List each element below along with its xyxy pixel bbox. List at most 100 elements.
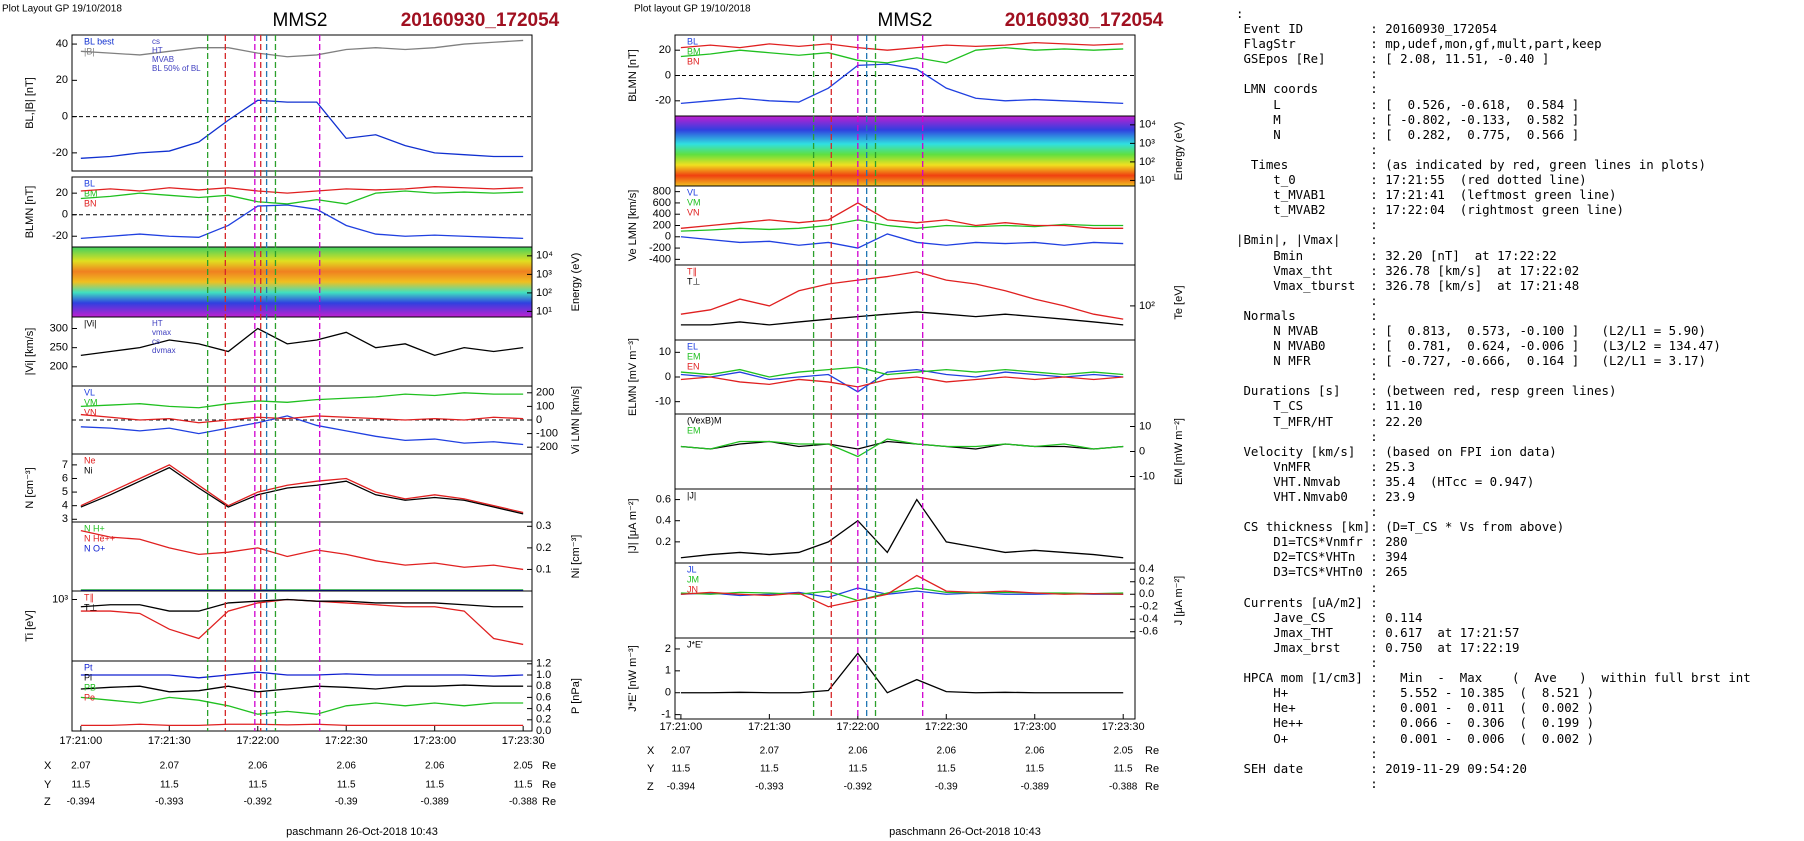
legend-label: EN [687,361,700,371]
panel-frame [71,521,533,592]
y-tick-label: -10 [1139,470,1155,482]
series-line [680,368,1124,393]
footer: paschmann 26-Oct-2018 10:43 [286,826,438,838]
summary-line: : [1236,141,1378,157]
y-tick-label: 10⁴ [536,250,553,262]
summary-line: t_0 : 17:21:55 (red dotted line) [1236,172,1587,188]
legend-label: |J| [687,490,696,500]
y-axis-label: Ve LMN [km/s] [627,190,639,262]
y-tick-label: 0.4 [536,703,551,715]
summary-line: H+ : 5.552 - 10.385 ( 8.521 ) [1236,685,1595,701]
position-value: 11.5 [337,780,356,791]
summary-line: L : [ 0.526, -0.618, 0.584 ] [1236,96,1580,112]
plot-title: MMS2 [878,10,933,31]
legend-label: MVAB [152,55,174,64]
position-value: 2.05 [1113,746,1133,757]
panel-frame [674,264,1136,341]
series-line [680,438,1124,458]
summary-line: t_MVAB2 : 17:22:04 (rightmost green line… [1236,202,1624,218]
y-tick-label: 0 [665,371,671,383]
series-line [80,598,524,612]
y-tick-label: 0.2 [1139,576,1154,588]
legend-label: BM [84,188,98,198]
y-axis-label: BLMN [nT] [627,49,639,102]
series-line [80,696,524,715]
panel-frame [71,590,533,662]
summary-line: T_MFR/HT : 22.20 [1236,413,1423,429]
legend-label: BL [687,36,698,46]
y-tick-label: -0.6 [1139,626,1158,638]
y-tick-label: 0.3 [536,520,551,532]
legend-label: JM [687,574,699,584]
position-value: 2.06 [336,761,356,772]
series-line [80,684,524,693]
position-value: 2.06 [848,746,868,757]
series-line [80,204,524,240]
x-tick-label: 17:22:30 [325,735,368,747]
panel-frame [674,637,1136,720]
legend-label: dvmax [152,346,176,355]
y-tick-label: 0 [536,414,542,426]
y-tick-label: 0.0 [1139,588,1154,600]
summary-line: : [1236,217,1378,233]
legend-label: Pe [84,692,95,702]
x-tick-label: 17:22:30 [925,721,968,733]
position-value: -0.39 [335,797,358,808]
series-line [80,186,524,194]
summary-line: M : [ -0.802, -0.133, 0.582 ] [1236,111,1580,127]
summary-line: CS thickness [km]: (D=T_CS * Vs from abo… [1236,519,1565,535]
position-value: -0.394 [667,782,696,793]
panel-frame [674,413,1136,490]
x-tick-label: 17:21:30 [748,721,791,733]
y-tick-label: 20 [56,187,68,199]
position-value: -0.393 [155,797,184,808]
legend-label: EM [687,351,701,361]
x-tick-label: 17:21:00 [659,721,702,733]
legend-label: (VexB)M [687,415,722,425]
y-tick-label: 0.0 [536,725,551,737]
position-value: 2.06 [1025,746,1045,757]
y-tick-label: 2 [665,643,671,655]
summary-line: O+ : 0.001 - 0.006 ( 0.002 ) [1236,730,1595,746]
summary-line: Vmax_tht : 326.78 [km/s] at 17:22:02 [1236,262,1580,278]
y-tick-label: 10¹ [1139,174,1155,186]
position-value: 11.5 [760,764,779,775]
legend-label: |B| [84,46,95,56]
position-value: 11.5 [1025,764,1044,775]
plot-title: MMS2 [273,10,328,31]
summary-line: T_CS : 11.10 [1236,398,1423,414]
x-tick-label: 17:21:30 [148,735,191,747]
y-tick-label: 0 [62,209,68,221]
panel-frame [674,562,1136,639]
legend-label: vmax [152,328,171,337]
y-tick-label: 40 [56,38,68,50]
x-tick-label: 17:21:00 [59,735,102,747]
series-line [680,652,1124,694]
position-label: Z [44,796,51,808]
legend-label: BN [84,198,97,208]
summary: : Event ID : 20160930_172054 FlagStr : m… [1236,6,1751,791]
y-axis-label: BLMN [nT] [24,186,36,239]
y-axis-label: |Vi| [km/s] [24,328,36,376]
y-tick-label: 6 [62,472,68,484]
y-tick-label: 1.2 [536,658,551,670]
legend-label: J*E' [687,639,703,649]
panel-frame [71,660,533,732]
panel-frame [674,488,1136,564]
y-tick-label: 0.2 [536,714,551,726]
y-tick-label: -20 [52,147,68,159]
y-tick-label: 0.4 [1139,563,1154,575]
y-tick-label: -20 [52,230,68,242]
position-value: 2.06 [248,761,268,772]
series-line [680,63,1124,104]
summary-line: : [1236,775,1378,791]
summary-line: Durations [s] : (between red, resp green… [1236,383,1617,399]
series-line [680,376,1124,388]
y-axis-label: Vi LMN [km/s] [570,386,582,454]
caption: Plot layout GP 19/10/2018 [634,4,751,15]
y-tick-label: 0.4 [656,515,671,527]
plots: Plot Layout GP 19/10/2018 MMS2 20160930_17… [2,4,1185,838]
y-tick-label: 20 [659,44,671,56]
y-axis-label: Ti [eV] [24,610,36,641]
position-label: X [44,760,52,772]
